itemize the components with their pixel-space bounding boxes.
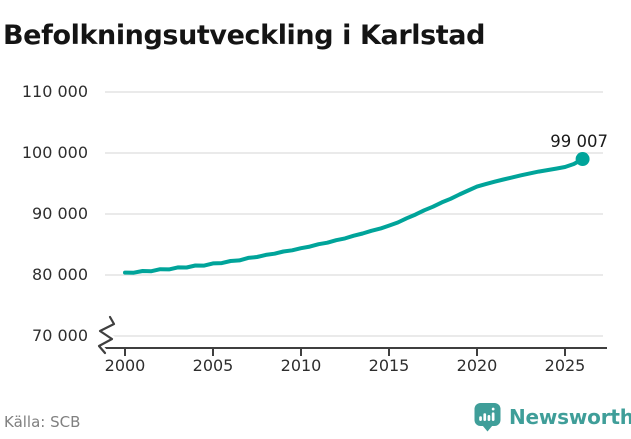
source-label: Källa: SCB (4, 413, 81, 431)
y-axis-tick-label: 90 000 (32, 204, 88, 223)
last-point-marker (575, 152, 590, 167)
page-title: Befolkningsutveckling i Karlstad (3, 20, 486, 52)
y-axis-tick-label: 80 000 (32, 265, 88, 284)
x-axis-tick-label: 2000 (104, 356, 146, 375)
y-axis-tick-label: 100 000 (21, 143, 88, 162)
x-axis-tick-label: 2020 (456, 356, 498, 375)
bar-chart-speech-bubble-icon (474, 403, 501, 432)
x-axis-tick-label: 2010 (280, 356, 322, 375)
last-value-label: 99 007 (550, 132, 608, 151)
x-axis-tick-label: 2025 (544, 356, 586, 375)
brand-logo: Newsworthy (474, 402, 631, 432)
axis-break-icon (97, 315, 116, 355)
y-axis-tick-label: 110 000 (21, 82, 88, 101)
brand-name: Newsworthy (509, 405, 631, 429)
x-axis-tick-label: 2005 (192, 356, 234, 375)
x-axis-tick-label: 2015 (368, 356, 410, 375)
population-line (123, 157, 585, 275)
y-axis-tick-label: 70 000 (32, 326, 88, 345)
